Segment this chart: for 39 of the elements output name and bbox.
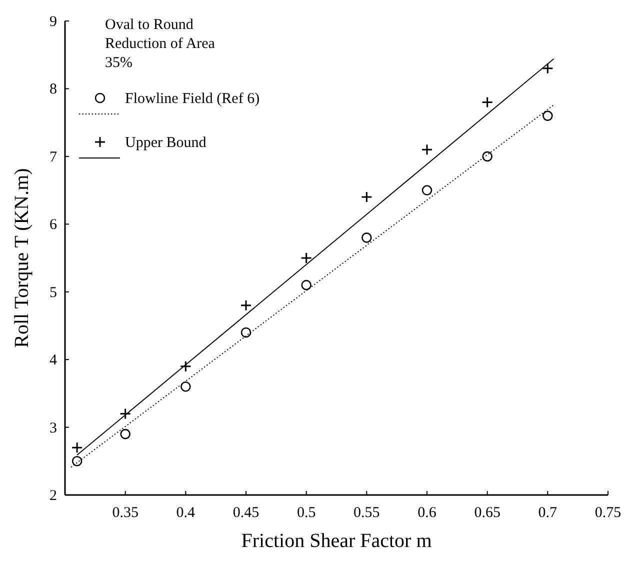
- y-tick-label: 7: [50, 149, 58, 166]
- point: [482, 151, 492, 162]
- y-tick-label: 6: [50, 217, 58, 234]
- y-axis-title: Roll Torque T (KN.m): [11, 168, 33, 348]
- x-tick-label: 0.65: [474, 505, 500, 521]
- point: [542, 110, 553, 121]
- annotation: Oval to Round Reduction of Area 35%: [105, 17, 216, 71]
- point: [120, 428, 130, 440]
- x-tick-label: 0.35: [112, 505, 138, 521]
- legend-label: Flowline Field (Ref 6): [125, 91, 260, 107]
- x-tick-label: 0.55: [354, 505, 380, 521]
- y-tick-label: 4: [50, 352, 58, 369]
- point: [542, 62, 554, 74]
- point: [240, 327, 252, 338]
- legend-label: Upper Bound: [125, 135, 207, 151]
- y-tick-label: 3: [50, 420, 57, 436]
- point: [72, 456, 82, 466]
- point: [422, 185, 432, 196]
- point: [240, 300, 252, 312]
- point: [180, 382, 191, 392]
- x-tick-label: 0.5: [296, 505, 316, 521]
- x-tick-label: 0.45: [232, 505, 260, 521]
- y-tick-label: 9: [50, 14, 57, 30]
- x-axis-title: Friction Shear Factor m: [241, 530, 432, 552]
- x-tick-label: 0.75: [594, 505, 622, 521]
- y-tick-label: 5: [50, 284, 57, 301]
- x-tick-label: 0.7: [538, 505, 558, 521]
- y-tick-label: 8: [50, 82, 57, 98]
- point: [362, 232, 372, 243]
- point: [301, 280, 312, 290]
- point: [180, 360, 192, 372]
- point: [360, 191, 372, 203]
- point: [482, 96, 494, 108]
- y-tick-label: 2: [50, 488, 57, 504]
- point: [120, 408, 132, 420]
- x-tick-label: 0.6: [418, 505, 437, 521]
- point: [300, 252, 312, 264]
- x-tick-label: 0.4: [176, 505, 196, 521]
- point: [421, 144, 433, 156]
